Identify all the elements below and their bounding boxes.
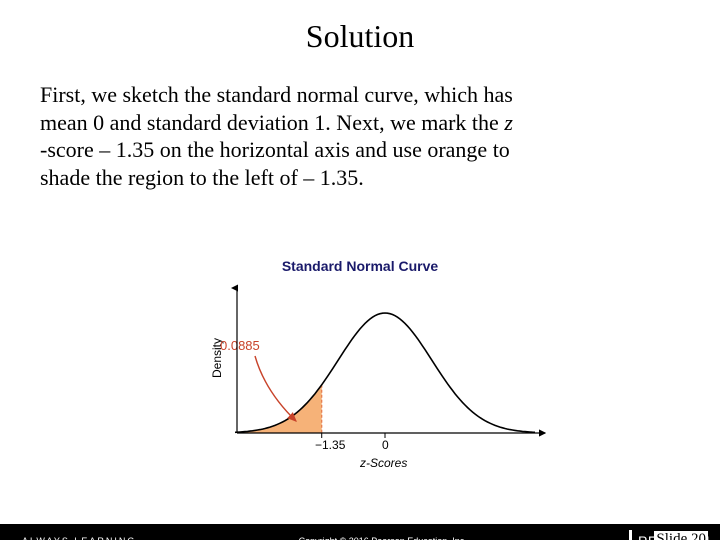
chart-title: Standard Normal Curve [160, 258, 560, 274]
curve-svg [215, 278, 555, 458]
footer-bar: ALWAYS LEARNING Copyright © 2016 Pearson… [0, 524, 720, 540]
body-line3: -score – 1.35 on the horizontal axis and… [40, 137, 510, 162]
z-variable: z [504, 110, 513, 135]
annotation-arrow [255, 356, 296, 421]
body-line2: mean 0 and standard deviation 1. Next, w… [40, 110, 504, 135]
x-axis-label: z-Scores [360, 456, 407, 470]
body-line1: First, we sketch the standard normal cur… [40, 82, 513, 107]
density-curve [235, 313, 535, 432]
body-line4: shade the region to the left of – 1.35. [40, 165, 364, 190]
logo-bar-icon [629, 530, 632, 540]
tick-neg135: −1.35 [315, 438, 345, 452]
slide-container: Solution First, we sketch the standard n… [0, 18, 720, 540]
body-paragraph: First, we sketch the standard normal cur… [0, 81, 720, 191]
axes [237, 288, 545, 438]
tick-zero: 0 [382, 438, 389, 452]
footer-copyright: Copyright © 2016 Pearson Education, Inc. [136, 536, 629, 540]
slide-title: Solution [0, 18, 720, 55]
normal-curve-chart: Standard Normal Curve Density 0.0885 −1.… [160, 258, 560, 478]
footer-tagline: ALWAYS LEARNING [0, 536, 136, 540]
shaded-region [235, 385, 322, 433]
slide-number: Slide 20 [654, 531, 708, 540]
